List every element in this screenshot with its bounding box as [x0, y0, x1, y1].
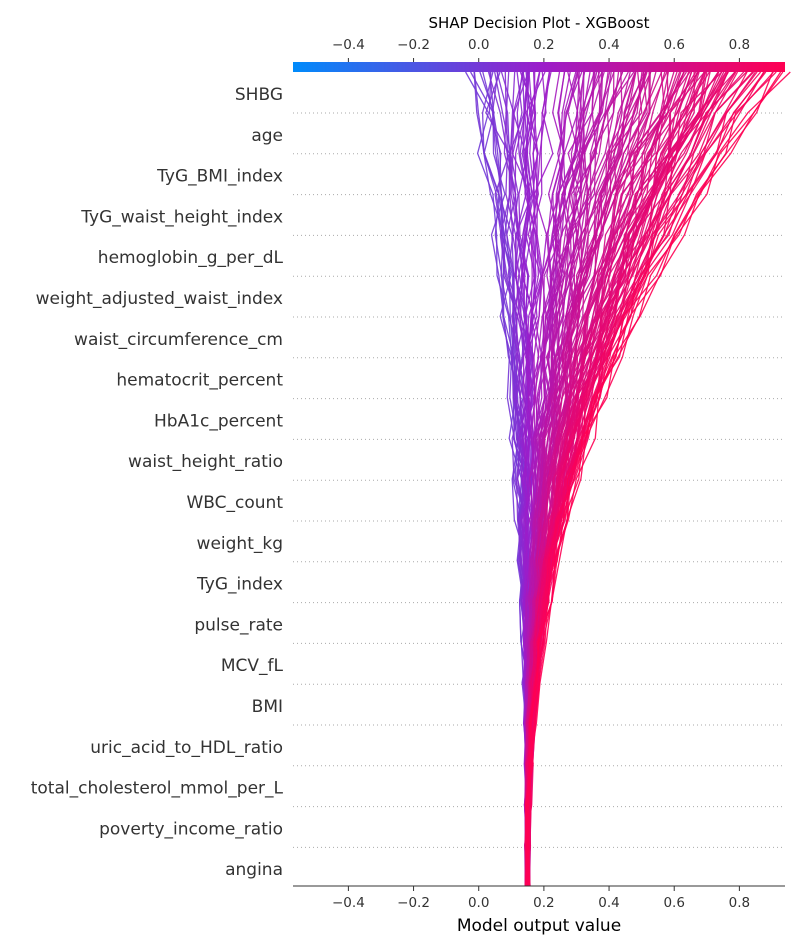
bottom-tick-label: 0.6: [663, 895, 684, 911]
feature-label-TyG_waist_height_index: TyG_waist_height_index: [80, 207, 283, 227]
bottom-tick-label: 0.0: [468, 895, 489, 911]
decision-lines: [465, 71, 791, 887]
feature-label-MCV_fL: MCV_fL: [221, 656, 284, 676]
top-tick-label: −0.2: [397, 37, 430, 53]
feature-label-HbA1c_percent: HbA1c_percent: [154, 411, 283, 431]
top-tick-label: 0.4: [598, 37, 619, 53]
feature-label-BMI: BMI: [252, 697, 283, 717]
feature-label-waist_circumference_cm: waist_circumference_cm: [74, 330, 283, 350]
top-tick-label: 0.6: [663, 37, 684, 53]
top-tick-label: 0.0: [468, 37, 489, 53]
decision-line: [527, 71, 784, 887]
chart-title: SHAP Decision Plot - XGBoost: [429, 14, 650, 32]
feature-label-weight_adjusted_waist_index: weight_adjusted_waist_index: [36, 289, 283, 309]
x-axis-label: Model output value: [457, 916, 621, 936]
bottom-tick-label: 0.8: [729, 895, 750, 911]
feature-labels: SHBG age TyG_BMI_index TyG_waist_height_ind…: [31, 85, 284, 880]
bottom-tick-label: 0.4: [598, 895, 619, 911]
feature-label-uric_acid_to_HDL_ratio: uric_acid_to_HDL_ratio: [90, 738, 283, 758]
feature-label-hematocrit_percent: hematocrit_percent: [116, 371, 283, 391]
feature-label-total_cholesterol_mmol_per_L: total_cholesterol_mmol_per_L: [31, 779, 284, 799]
bottom-tick-label: −0.4: [332, 895, 365, 911]
top-tick-label: 0.8: [729, 37, 750, 53]
feature-label-hemoglobin_g_per_dL: hemoglobin_g_per_dL: [98, 248, 284, 268]
feature-label-WBC_count: WBC_count: [186, 493, 283, 513]
feature-label-waist_height_ratio: waist_height_ratio: [128, 452, 283, 472]
feature-label-poverty_income_ratio: poverty_income_ratio: [99, 819, 283, 839]
feature-label-SHBG: SHBG: [235, 85, 283, 105]
decision-line: [525, 71, 706, 887]
bottom-tick-label: −0.2: [397, 895, 430, 911]
decision-line: [526, 71, 765, 887]
top-tick-label: −0.4: [332, 37, 365, 53]
decision-line: [525, 71, 782, 887]
feature-label-angina: angina: [225, 860, 283, 880]
feature-label-weight_kg: weight_kg: [197, 534, 283, 554]
top-tick-label: 0.2: [533, 37, 554, 53]
bottom-tick-label: 0.2: [533, 895, 554, 911]
feature-label-TyG_BMI_index: TyG_BMI_index: [156, 167, 283, 187]
top-axis: −0.4 −0.2 0.0 0.2 0.4 0.6 0.8: [332, 37, 750, 62]
feature-label-pulse_rate: pulse_rate: [194, 615, 283, 635]
bottom-axis: −0.4 −0.2 0.0 0.2 0.4 0.6 0.8: [332, 886, 750, 911]
feature-label-TyG_index: TyG_index: [196, 575, 283, 595]
feature-label-age: age: [251, 126, 283, 146]
colorbar: [293, 62, 785, 72]
